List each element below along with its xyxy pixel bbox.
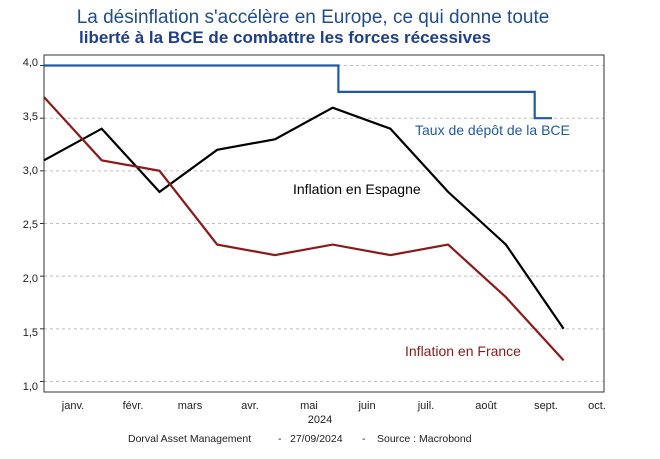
x-tick-label: mars xyxy=(178,400,203,412)
x-tick-layer: janv. févr. mars avr. mai juin juil. aoû… xyxy=(61,400,606,426)
series-label-bce-rate: Taux de dépôt de la BCE xyxy=(415,122,570,138)
y-tick-label: 3,5 xyxy=(23,111,38,123)
series-line-1 xyxy=(43,106,565,330)
x-tick-label: sept. xyxy=(534,400,558,412)
source-text: Source : Macrobond xyxy=(377,433,472,445)
source-separator: - xyxy=(362,433,366,445)
y-tick-label: 2,5 xyxy=(23,219,38,231)
x-axis-year-label: 2024 xyxy=(308,414,332,426)
series-line-2 xyxy=(43,96,565,362)
x-tick-label: avr. xyxy=(241,400,259,412)
series-label-spain-inflation: Inflation en Espagne xyxy=(293,181,421,197)
x-tick-label: mai xyxy=(300,400,318,412)
chart-title-line1: La désinflation s'accélère en Europe, ce… xyxy=(77,7,550,28)
series-line-0 xyxy=(44,64,552,120)
x-tick-label: janv. xyxy=(61,400,84,412)
grid-layer xyxy=(40,65,604,382)
source-date: 27/09/2024 xyxy=(290,433,343,445)
y-tick-label: 1,5 xyxy=(23,327,38,339)
source-separator: - xyxy=(278,433,282,445)
series-layer xyxy=(43,64,565,362)
x-tick-label: juil. xyxy=(417,400,435,412)
x-tick-label: oct. xyxy=(588,400,606,412)
source-company: Dorval Asset Management xyxy=(128,433,251,445)
y-tick-label: 1,0 xyxy=(23,381,38,393)
y-tick-label: 2,0 xyxy=(23,273,38,285)
x-tick-label: août xyxy=(475,400,496,412)
y-tick-label: 4,0 xyxy=(23,57,38,69)
x-tick-label: févr. xyxy=(123,400,144,412)
source-footer: Dorval Asset Management - 27/09/2024 - S… xyxy=(128,433,472,445)
y-tick-layer: 4,0 3,5 3,0 2,5 2,0 1,5 1,0 xyxy=(23,57,38,393)
y-tick-label: 3,0 xyxy=(23,165,38,177)
chart-title-line2: liberté à la BCE de combattre les forces… xyxy=(79,28,491,47)
plot-frame xyxy=(43,54,605,393)
series-label-france-inflation: Inflation en France xyxy=(405,343,521,359)
x-tick-label: juin xyxy=(357,400,375,412)
